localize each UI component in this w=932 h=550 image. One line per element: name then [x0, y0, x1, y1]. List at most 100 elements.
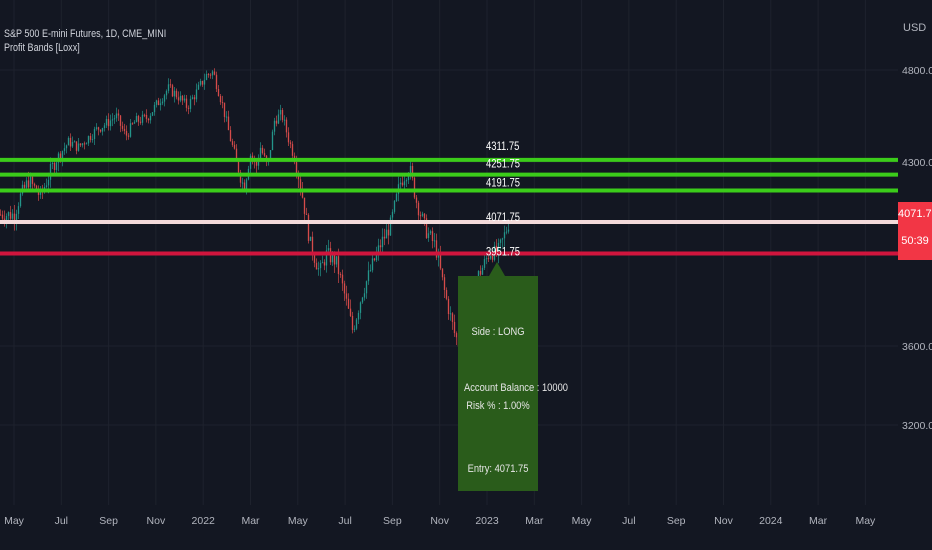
countdown-tag: 50:39	[898, 226, 932, 260]
candle-body	[23, 184, 26, 188]
candle-body	[315, 262, 318, 270]
candle-body	[159, 103, 162, 106]
candle-body	[385, 229, 388, 239]
candle-body	[419, 215, 422, 217]
candle-body	[143, 114, 146, 116]
candle-body	[291, 144, 294, 156]
candle-body	[405, 180, 408, 182]
candle-body	[127, 135, 130, 137]
candlestick-series	[0, 68, 510, 360]
candle-body	[83, 143, 86, 145]
candle-body	[99, 129, 102, 132]
candle-body	[7, 212, 10, 216]
candle-body	[151, 112, 154, 116]
candle-body	[239, 172, 242, 183]
x-tick-label: Nov	[147, 515, 166, 527]
candle-body	[87, 136, 90, 144]
candle-body	[257, 158, 260, 166]
candle-body	[389, 217, 392, 236]
y-tick-label: 4800.00	[902, 65, 932, 77]
candle-body	[13, 213, 16, 222]
candle-body	[373, 258, 376, 261]
candle-body	[285, 119, 288, 133]
candle-body	[15, 213, 18, 222]
candle-body	[63, 148, 66, 152]
candle-body	[139, 121, 142, 123]
candle-body	[425, 218, 428, 238]
candle-body	[359, 302, 362, 313]
candle-body	[271, 131, 274, 151]
candle-body	[429, 231, 432, 234]
candle-body	[115, 113, 118, 119]
last-price-tag: 4071.75	[898, 202, 932, 226]
candle-body	[371, 258, 374, 271]
candle-body	[229, 130, 232, 142]
x-tick-label: May	[4, 515, 25, 527]
y-tick-label: 3200.00	[902, 420, 932, 432]
candle-body	[169, 84, 172, 86]
candle-body	[375, 252, 378, 261]
candle-body	[101, 127, 104, 132]
candle-body	[117, 113, 120, 116]
candle-body	[427, 233, 430, 238]
candle-body	[185, 98, 188, 108]
candle-body	[147, 118, 150, 121]
candle-body	[403, 181, 406, 186]
currency-label: USD	[903, 22, 927, 34]
candle-body	[189, 98, 192, 109]
candle-body	[25, 180, 28, 188]
candle-body	[187, 107, 190, 109]
candle-body	[171, 85, 174, 97]
candle-body	[1, 214, 4, 219]
candle-body	[207, 74, 210, 76]
candle-body	[51, 162, 54, 164]
candle-body	[93, 128, 96, 139]
candle-body	[495, 245, 498, 255]
x-tick-label: Jul	[338, 515, 351, 527]
candle-body	[73, 141, 76, 143]
candle-body	[95, 127, 98, 129]
candle-body	[9, 212, 12, 219]
candle-body	[61, 151, 64, 159]
candle-body	[261, 147, 264, 154]
candle-body	[123, 128, 126, 132]
candle-body	[319, 262, 322, 269]
band-label: 4311.75	[486, 140, 519, 153]
candle-body	[351, 315, 354, 330]
candle-body	[173, 90, 176, 97]
band-label: 4191.75	[486, 177, 520, 190]
candle-body	[305, 213, 308, 215]
candle-body	[441, 268, 444, 278]
candle-body	[231, 141, 234, 145]
candle-body	[399, 182, 402, 185]
candle-body	[131, 123, 134, 125]
popup-risk: Risk % : 1.00%	[466, 400, 530, 412]
candle-body	[241, 182, 244, 184]
candle-body	[347, 298, 350, 309]
indicator-name[interactable]: Profit Bands [Loxx]	[4, 42, 80, 54]
candle-body	[383, 236, 386, 239]
candle-body	[449, 313, 452, 315]
x-tick-label: 2024	[759, 515, 783, 527]
candle-body	[119, 115, 122, 126]
x-tick-label: Jul	[622, 515, 635, 527]
candle-body	[125, 131, 128, 136]
candle-body	[165, 90, 168, 96]
candle-body	[349, 308, 352, 316]
candle-body	[263, 153, 266, 156]
candle-body	[179, 95, 182, 101]
candle-body	[121, 125, 124, 129]
candle-body	[307, 214, 310, 241]
candle-body	[499, 239, 502, 243]
candle-body	[485, 258, 488, 260]
candle-body	[387, 229, 390, 236]
candle-body	[393, 200, 396, 212]
candle-body	[219, 96, 222, 103]
candle-body	[47, 179, 50, 186]
candle-body	[53, 162, 56, 170]
candle-body	[313, 255, 316, 263]
candle-body	[339, 273, 342, 275]
candle-body	[507, 229, 510, 232]
candle-body	[167, 84, 170, 91]
